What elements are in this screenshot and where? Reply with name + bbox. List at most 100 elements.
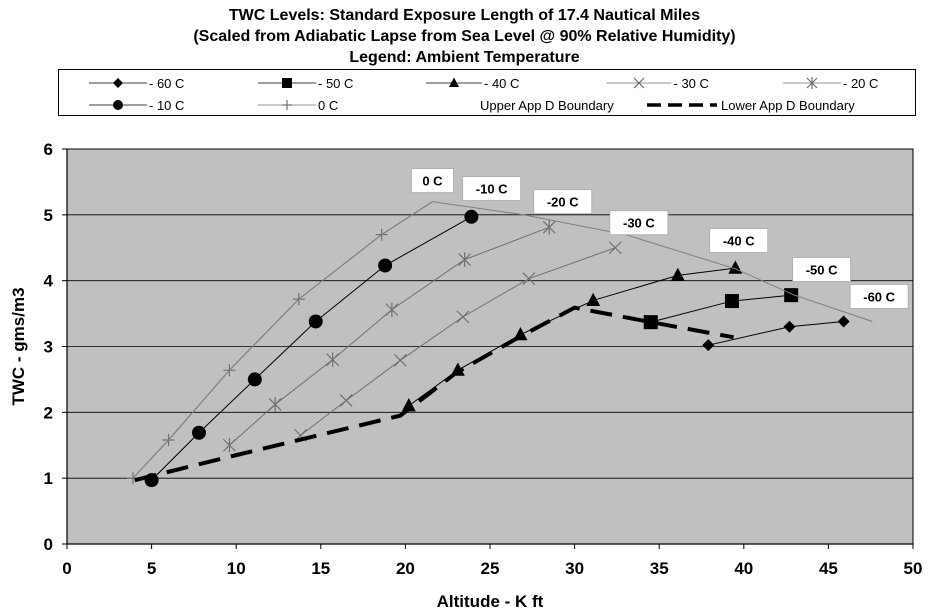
x-tick-label: 30 xyxy=(565,559,584,578)
data-point xyxy=(339,394,353,407)
legend-entry: - 20 C xyxy=(783,76,878,91)
data-point xyxy=(670,267,685,281)
data-point xyxy=(724,294,739,309)
annotation: -20 C xyxy=(533,189,593,215)
series-line xyxy=(132,201,873,479)
annotation: -10 C xyxy=(462,176,522,201)
y-tick-label: 4 xyxy=(44,272,54,291)
annotation-label: -20 C xyxy=(547,195,579,210)
x-tick-label: 25 xyxy=(481,559,500,578)
series-line xyxy=(229,226,550,446)
x-tick-label: 50 xyxy=(904,559,923,578)
data-point xyxy=(464,209,479,224)
chart-title: TWC Levels: Standard Exposure Length of … xyxy=(228,7,701,24)
x-tick-label: 5 xyxy=(147,559,156,578)
x-axis-title: Altitude - K ft xyxy=(437,592,544,611)
series-line xyxy=(134,305,735,483)
data-point xyxy=(522,272,536,286)
annotation-box xyxy=(792,257,852,282)
annotation: 0 C xyxy=(411,168,454,194)
data-point xyxy=(385,302,399,317)
data-point xyxy=(783,320,796,333)
series-5 xyxy=(144,209,479,488)
chart-subtitle: (Scaled from Adiabatic Lapse from Sea Le… xyxy=(193,28,736,45)
annotation: -30 C xyxy=(609,210,669,236)
y-tick-label: 2 xyxy=(44,403,53,422)
annotation-label: -50 C xyxy=(806,262,838,277)
legend-marker xyxy=(806,77,818,89)
data-point xyxy=(702,339,715,352)
series-4 xyxy=(223,220,556,453)
annotation-label: -40 C xyxy=(723,234,755,249)
series-line xyxy=(300,247,616,436)
legend-marker xyxy=(633,77,645,89)
data-point xyxy=(223,438,236,453)
legend-label: Lower App D Boundary xyxy=(721,98,855,113)
series-3 xyxy=(294,241,622,442)
series-7 xyxy=(132,201,873,479)
legend-entry: - 60 C xyxy=(89,76,184,91)
data-point xyxy=(401,398,416,412)
legend-marker xyxy=(113,78,123,88)
annotation-label: -60 C xyxy=(863,289,895,304)
legend-label: - 40 C xyxy=(484,76,519,91)
series-line xyxy=(151,216,472,481)
data-point xyxy=(542,220,556,235)
legend-marker xyxy=(282,100,292,110)
legend-entry: Lower App D Boundary xyxy=(647,98,855,113)
legend-label: - 10 C xyxy=(149,98,184,113)
legend-box xyxy=(58,69,916,116)
x-tick-label: 20 xyxy=(396,559,415,578)
legend-label: - 30 C xyxy=(674,76,709,91)
annotation-box xyxy=(849,284,909,309)
y-tick-label: 5 xyxy=(44,206,53,225)
data-point xyxy=(393,353,407,367)
series-8 xyxy=(134,305,735,483)
y-tick-label: 1 xyxy=(44,469,53,488)
legend-label: 0 C xyxy=(318,98,338,113)
x-tick-label: 35 xyxy=(650,559,669,578)
x-tick-label: 15 xyxy=(311,559,330,578)
y-axis-title: TWC - gms/m3 xyxy=(9,287,28,405)
legend-entry: - 30 C xyxy=(606,76,709,91)
legend-marker xyxy=(113,100,123,110)
legend-label: Upper App D Boundary xyxy=(480,98,614,113)
data-point xyxy=(456,310,470,324)
data-point xyxy=(191,425,206,440)
x-tick-label: 0 xyxy=(62,559,71,578)
data-point xyxy=(378,258,393,273)
x-tick-label: 45 xyxy=(819,559,838,578)
data-point xyxy=(247,372,262,387)
annotation: -50 C xyxy=(792,257,852,282)
annotation-box xyxy=(533,189,593,215)
y-tick-label: 6 xyxy=(44,140,53,159)
annotation-box xyxy=(709,228,769,253)
x-tick-label: 10 xyxy=(227,559,246,578)
legend-label: - 20 C xyxy=(843,76,878,91)
annotation-label: -30 C xyxy=(623,216,655,231)
legend-marker xyxy=(449,77,459,87)
annotation-label: 0 C xyxy=(422,174,443,189)
legend-marker xyxy=(282,78,292,88)
data-point xyxy=(326,352,340,367)
legend-entry: 0 C xyxy=(258,98,338,113)
annotation: -40 C xyxy=(709,228,769,253)
series-0 xyxy=(702,315,850,352)
annotation: -60 C xyxy=(849,284,909,309)
annotation-label: -10 C xyxy=(476,182,508,197)
data-point xyxy=(608,241,622,255)
data-point xyxy=(268,397,282,412)
x-tick-label: 40 xyxy=(734,559,753,578)
legend-entry: Upper App D Boundary xyxy=(480,98,614,113)
data-point xyxy=(586,292,601,307)
legend-entry: - 40 C xyxy=(426,76,519,91)
annotation-box xyxy=(609,210,669,236)
data-point xyxy=(308,314,323,329)
legend-label: - 50 C xyxy=(318,76,353,91)
annotation-box xyxy=(411,168,454,194)
legend-entry: - 50 C xyxy=(258,76,353,91)
data-point xyxy=(458,252,472,267)
legend-label: - 60 C xyxy=(149,76,184,91)
y-tick-label: 0 xyxy=(44,535,53,554)
